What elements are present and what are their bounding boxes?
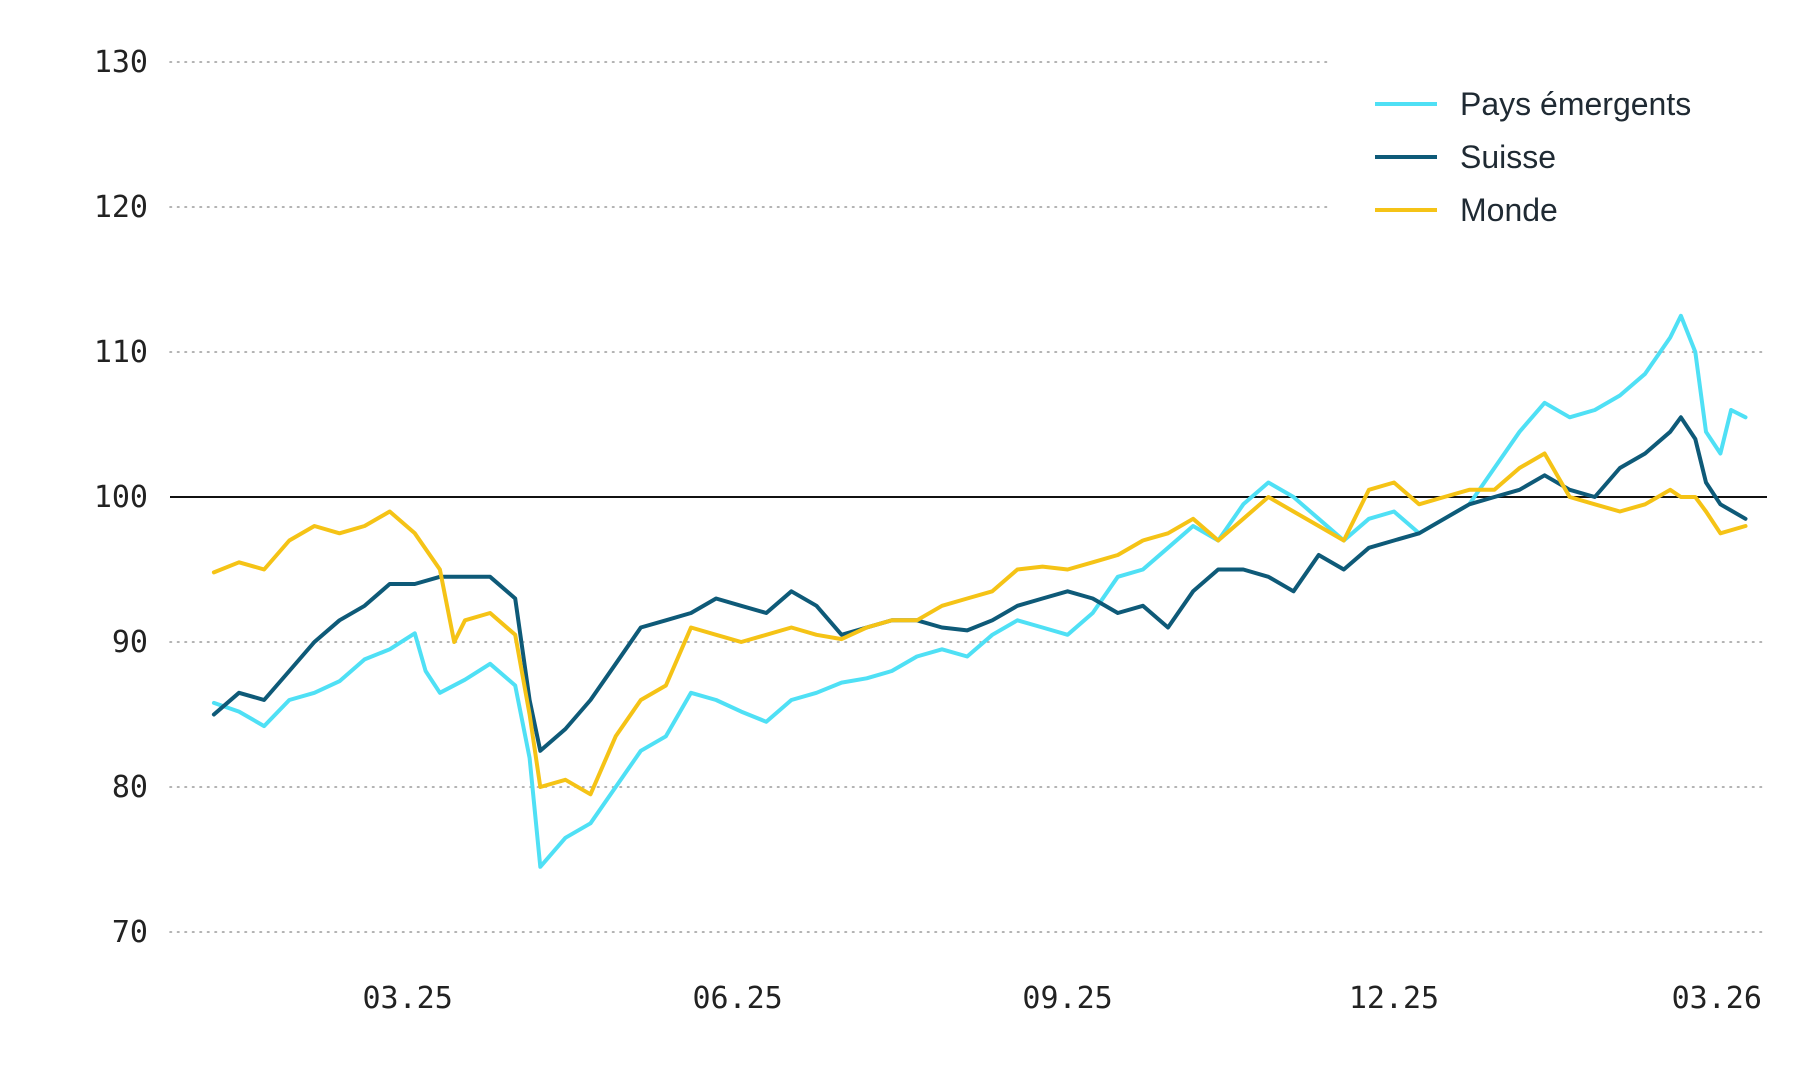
series-line-0	[211, 313, 1748, 869]
y-tick-label: 90	[112, 625, 148, 660]
series-lines	[211, 313, 1748, 869]
x-tick-label: 09.25	[1022, 981, 1112, 1016]
legend-label: Pays émergents	[1460, 86, 1691, 122]
y-tick-label: 110	[94, 335, 148, 370]
x-tick-label: 12.25	[1349, 981, 1439, 1016]
x-tick-label: 06.25	[692, 981, 782, 1016]
series-line-2	[211, 451, 1748, 797]
y-tick-label: 120	[94, 190, 148, 225]
x-axis-ticks: 03.25 06.25 09.25 12.25 03.26	[362, 981, 1761, 1016]
x-tick-label: 03.25	[362, 981, 452, 1016]
series-line-1	[211, 415, 1748, 753]
y-tick-label: 100	[94, 480, 148, 515]
legend: Pays émergents Suisse Monde	[1375, 86, 1691, 228]
y-axis-ticks: 70 80 90 100 110 120 130	[94, 45, 148, 950]
y-tick-label: 80	[112, 770, 148, 805]
y-tick-label: 130	[94, 45, 148, 80]
legend-label: Suisse	[1460, 139, 1556, 175]
legend-label: Monde	[1460, 192, 1558, 228]
y-tick-label: 70	[112, 915, 148, 950]
x-tick-label: 03.26	[1672, 981, 1762, 1016]
